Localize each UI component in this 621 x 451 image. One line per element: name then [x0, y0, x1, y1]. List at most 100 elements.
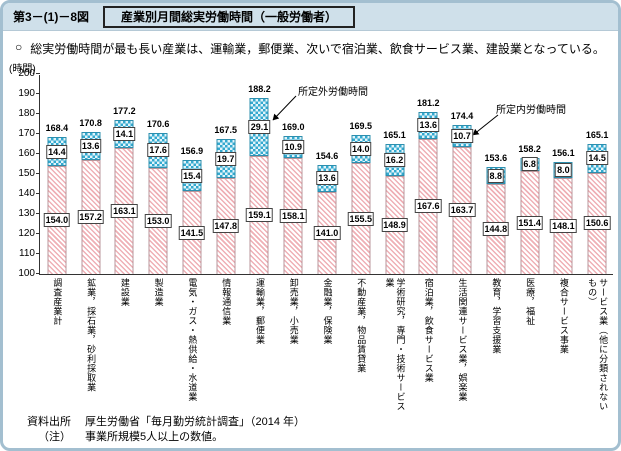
overtime-hours-label: 14.4	[46, 144, 68, 159]
y-axis-tick-label: 200	[18, 68, 35, 79]
y-axis-tick-label: 180	[18, 108, 35, 119]
scheduled-hours-label: 148.1	[550, 218, 577, 233]
total-hours-label: 174.4	[450, 111, 474, 122]
y-axis-tick-label: 190	[18, 88, 35, 99]
bar-group: 169.5 14.0 155.5 不動産業，物品賃貸業	[344, 74, 378, 373]
y-axis-tick	[36, 93, 40, 94]
overtime-hours-label: 8.0	[555, 162, 572, 177]
overtime-hours-label: 14.5	[586, 151, 608, 166]
bar-group: 181.2 13.6 167.6 宿泊業，飲食サービス業	[411, 74, 445, 383]
bar-group: 170.6 17.6 153.0 製造業	[141, 74, 175, 307]
lead-sentence: ○ 総実労働時間が最も長い産業は、運輸業，郵便業、次いで宿泊業、飲食サービス業、…	[15, 40, 612, 57]
scheduled-hours-label: 167.6	[415, 199, 442, 214]
note-row: （注） 事業所規模5人以上の数値。	[17, 430, 305, 445]
total-hours-label: 167.5	[214, 125, 237, 135]
total-hours-label: 181.2	[417, 97, 440, 108]
scheduled-hours-label: 154.0	[43, 213, 71, 227]
figure-header: 第3－(1)－8図 産業別月間総実労働時間（一般労働者）	[3, 3, 618, 31]
total-hours-label: 158.2	[518, 143, 541, 154]
bar-group: 177.2 14.1 163.1 建設業	[108, 74, 142, 307]
figure-number: 第3－(1)－8図	[13, 10, 90, 24]
y-axis-unit-label: (時間)	[9, 64, 36, 75]
overtime-hours-label: 17.6	[147, 143, 169, 158]
note-text: 事業所規模5人以上の数値。	[85, 431, 224, 443]
bar-group: 169.0 10.9 158.1 卸売業，小売業	[276, 74, 310, 345]
y-axis-tick-label: 150	[18, 168, 35, 179]
y-axis-tick	[36, 173, 40, 174]
note-label: （注）	[38, 431, 71, 443]
scheduled-hours-label: 157.2	[77, 209, 104, 224]
lead-text: 総実労働時間が最も長い産業は、運輸業，郵便業、次いで宿泊業、飲食サービス業、建設…	[30, 42, 605, 56]
y-axis-tick	[36, 133, 40, 134]
y-axis-tick-label: 100	[18, 268, 35, 279]
overtime-hours-label: 15.4	[181, 168, 203, 183]
scheduled-hours-label: 141.0	[313, 226, 341, 240]
bar-group: 158.2 6.8 151.4 医療，福祉	[513, 74, 547, 326]
industry-category-label: 生活関連サービス業，娯楽業	[457, 278, 468, 402]
bar-group: 165.1 16.2 148.9 学術研究，専門・技術サービス業	[378, 74, 412, 411]
bar-group: 156.1 8.0 148.1 複合サービス事業	[546, 74, 580, 354]
industry-category-label: 金融業，保険業	[322, 278, 333, 345]
scheduled-hours-label: 141.5	[178, 225, 206, 240]
source-label: 資料出所	[27, 416, 71, 428]
overtime-hours-label: 13.6	[79, 139, 102, 153]
y-axis-tick-label: 110	[19, 248, 35, 259]
industry-category-label: 電気・ガス・熱供給・水道業	[187, 278, 198, 402]
total-hours-label: 168.4	[45, 123, 69, 134]
bar-group: 165.1 14.5 150.6 サービス業（他に分類されないもの）	[580, 74, 614, 411]
y-axis-tick	[36, 253, 40, 254]
bar-group: 188.2 29.1 159.1 運輸業，郵便業	[243, 74, 277, 345]
total-hours-label: 169.5	[349, 121, 373, 131]
y-axis-tick-label: 140	[18, 188, 35, 199]
overtime-hours-label: 10.9	[282, 139, 304, 154]
overtime-hours-label: 13.6	[316, 171, 338, 186]
industry-category-label: 運輸業，郵便業	[254, 278, 265, 345]
scheduled-hours-label: 163.1	[111, 203, 138, 218]
y-axis-tick	[36, 113, 40, 114]
bar-group: 156.9 15.4 141.5 電気・ガス・熱供給・水道業	[175, 74, 209, 402]
source-text: 厚生労働省「毎月勤労統計調査」（2014 年）	[85, 416, 306, 428]
bullet-circle-icon: ○	[15, 40, 23, 54]
scheduled-hours-label: 147.8	[212, 219, 239, 234]
bar-group: 154.6 13.6 141.0 金融業，保険業	[310, 74, 344, 345]
total-hours-label: 165.1	[585, 129, 609, 140]
overtime-hours-label: 8.8	[487, 168, 505, 183]
total-hours-label: 154.6	[315, 150, 339, 161]
bar-group: 170.8 13.6 157.2 鉱業，採石業，砂利採取業	[74, 74, 108, 392]
industry-category-label: 情報通信業	[221, 278, 232, 326]
scheduled-hours-label: 148.9	[381, 218, 408, 233]
overtime-hours-label: 14.1	[113, 126, 136, 141]
y-axis-tick	[36, 153, 40, 154]
total-hours-label: 156.9	[180, 146, 204, 157]
source-row: 資料出所 厚生労働省「毎月勤労統計調査」（2014 年）	[17, 415, 305, 430]
y-axis-tick-label: 170	[18, 128, 35, 139]
source-note-block: 資料出所 厚生労働省「毎月勤労統計調査」（2014 年） （注） 事業所規模5人…	[17, 415, 305, 445]
industry-category-label: 建設業	[119, 278, 130, 307]
overtime-hours-label: 14.0	[349, 142, 372, 156]
overtime-hours-label: 13.6	[417, 118, 440, 133]
scheduled-hours-label: 155.5	[347, 211, 375, 226]
annotation-overtime-hours: 所定外労働時間	[298, 87, 368, 98]
y-axis-tick-label: 120	[18, 228, 35, 239]
scheduled-hours-label: 144.8	[482, 222, 510, 237]
industry-category-label: 宿泊業，飲食サービス業	[423, 278, 434, 383]
annotation-scheduled-hours: 所定内労働時間	[496, 105, 566, 116]
overtime-hours-label: 6.8	[521, 157, 538, 172]
total-hours-label: 156.1	[552, 147, 575, 158]
bar-group: 167.5 19.7 147.8 情報通信業	[209, 74, 243, 326]
y-axis-tick	[36, 73, 40, 74]
overtime-hours-label: 10.7	[451, 128, 473, 143]
industry-category-label: 不動産業，物品賃貸業	[356, 278, 367, 373]
industry-category-label: 医療，福祉	[525, 278, 536, 326]
y-axis-tick	[36, 273, 40, 274]
bar-group: 174.4 10.7 163.7 生活関連サービス業，娯楽業	[445, 74, 479, 402]
industry-category-label: 複合サービス事業	[558, 278, 569, 354]
scheduled-hours-label: 163.7	[448, 203, 476, 218]
y-axis-tick-label: 130	[18, 208, 35, 219]
scheduled-hours-label: 150.6	[583, 216, 611, 231]
y-axis-tick	[36, 213, 40, 214]
industry-category-label: 製造業	[153, 278, 164, 307]
y-axis-tick	[36, 233, 40, 234]
chart-plot-area: 所定外労働時間 所定内労働時間 100 110 120 130 140 150 160 170…	[18, 68, 614, 411]
